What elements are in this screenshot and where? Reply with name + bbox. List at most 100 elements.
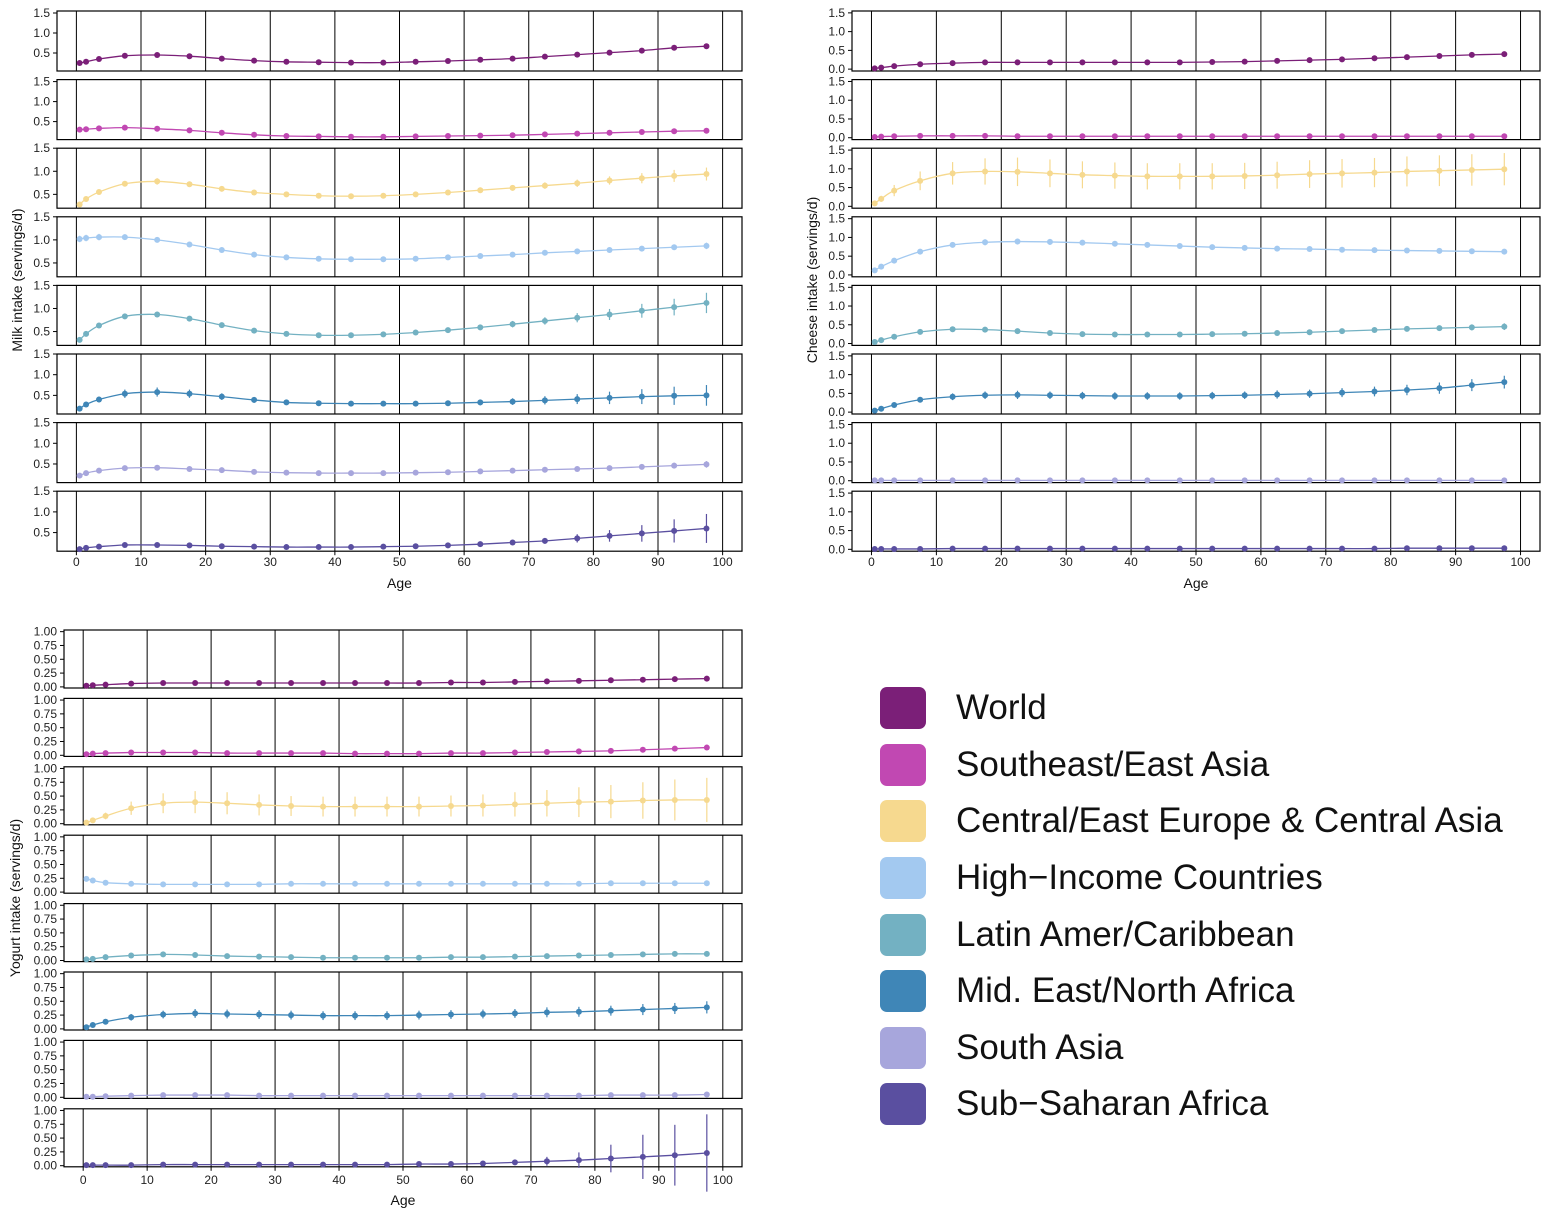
data-point [639,880,646,887]
data-point [511,801,518,808]
data-point [871,339,878,346]
data-point [96,543,103,550]
data-point [1079,392,1086,399]
data-point [509,55,516,62]
data-point [541,397,548,404]
data-point [1176,173,1183,180]
data-point [251,396,258,403]
data-point [703,525,710,532]
data-point [415,880,422,887]
data-point [871,200,878,207]
x-tick-label: 10 [140,1173,154,1187]
data-point [543,1158,550,1165]
data-point [447,750,454,757]
data-point [574,465,581,472]
data-point [1014,59,1021,66]
data-point [574,51,581,58]
data-point [1501,166,1508,173]
y-tick-label: 1.0 [33,505,50,519]
milk-chart: 0.5 1.0 1.5 0.5 1.0 1.5 0.5 1.0 1.5 0.5 1.0 1.5 0.5 1… [9,6,743,591]
data-point [192,680,199,687]
data-point [1176,477,1183,484]
y-tick-label: 0.5 [33,325,50,339]
data-point [1176,59,1183,66]
data-point [186,181,193,188]
data-point [83,470,90,477]
cheese-panel: 0.0 0.5 1.0 1.5 [828,212,1541,282]
data-point [1144,133,1151,140]
data-point [160,749,167,756]
data-point [575,1157,582,1164]
y-tick-label: 0.00 [34,1159,58,1173]
data-point [541,466,548,473]
data-point [1241,244,1248,251]
data-point [89,682,96,689]
data-point [1046,133,1053,140]
data-point [415,1092,422,1099]
data-point [1144,241,1151,248]
y-tick-label: 0.25 [34,1145,58,1159]
data-point [384,1161,391,1168]
legend-label: Sub−Saharan Africa [956,1084,1269,1124]
data-point [541,53,548,60]
x-tick-label: 40 [332,1173,346,1187]
data-point [283,469,290,476]
series-line [86,677,707,687]
data-point [186,241,193,248]
data-point [1371,388,1378,395]
data-point [412,543,419,550]
data-point [949,132,956,139]
data-point [320,880,327,887]
data-point [1306,545,1313,552]
data-point [671,745,678,752]
data-point [638,393,645,400]
y-tick-label: 1.0 [828,230,845,244]
data-point [76,472,83,479]
data-point [218,543,225,550]
data-point [186,390,193,397]
data-point [575,952,582,959]
y-tick-label: 1.5 [828,212,845,226]
data-point [89,817,96,824]
x-axis-title: Age [387,575,412,591]
x-axis-title: Age [1184,575,1209,591]
data-point [154,178,161,185]
y-axis-title: Yogurt intake (servings/d) [7,819,23,977]
data-point [574,248,581,255]
data-point [192,1161,199,1168]
y-tick-label: 0.75 [34,638,58,652]
data-point [154,464,161,471]
data-point [1371,545,1378,552]
data-point [878,195,885,202]
data-point [703,392,710,399]
data-point [348,59,355,66]
yogurt-panel: 0.000.250.500.751.00 [34,693,743,762]
data-point [384,1012,391,1019]
y-tick-label: 0.25 [34,1008,58,1022]
data-point [671,462,678,469]
data-point [878,64,885,71]
y-tick-label: 0.75 [34,844,58,858]
data-point [479,954,486,961]
data-point [1241,172,1248,179]
data-point [891,187,898,194]
y-tick-label: 0.5 [828,318,845,332]
data-point [1144,173,1151,180]
data-point [671,1152,678,1159]
data-point [1306,171,1313,178]
y-tick-label: 1.0 [828,436,845,450]
data-point [671,527,678,534]
data-point [982,545,989,552]
data-point [878,133,885,140]
data-point [256,750,263,757]
data-point [917,545,924,552]
x-tick-label: 100 [713,555,733,569]
y-tick-label: 0.5 [33,187,50,201]
data-point [511,678,518,685]
data-point [224,1010,231,1017]
data-point [703,744,710,751]
data-point [1176,133,1183,140]
data-point [1501,51,1508,58]
y-tick-label: 1.0 [828,25,845,39]
data-point [1014,477,1021,484]
